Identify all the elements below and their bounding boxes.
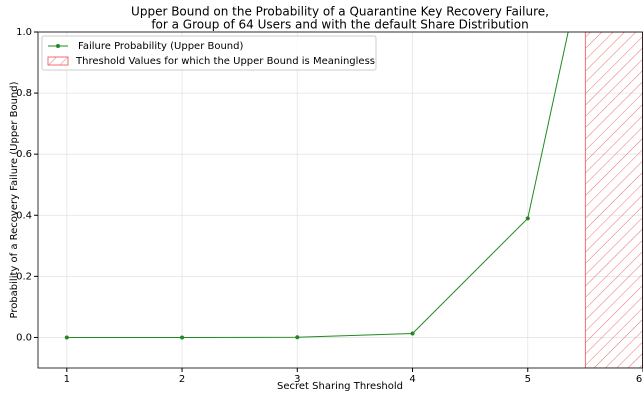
series-line (66, 32, 569, 338)
x-tick-label: 2 (179, 374, 185, 385)
x-axis-label: Secret Sharing Threshold (277, 381, 403, 392)
y-tick-label: 0.2 (16, 271, 32, 282)
legend-label: Failure Probability (Upper Bound) (78, 41, 243, 52)
chart-subtitle: for a Group of 64 Users and with the def… (151, 18, 528, 32)
data-point (295, 335, 300, 340)
legend-box (41, 35, 377, 71)
x-tick-label: 6 (636, 374, 642, 385)
x-tick-label: 3 (294, 374, 300, 385)
plot-frame (37, 31, 643, 369)
data-point (410, 331, 415, 336)
chart-title: Upper Bound on the Probability of a Quar… (131, 5, 549, 19)
y-axis-label: Probability of a Recovery Failure (Upper… (9, 81, 20, 318)
hatched-span (584, 32, 643, 368)
x-tick-label: 4 (409, 374, 415, 385)
legend: Failure Probability (Upper Bound) Thresho… (41, 35, 377, 71)
legend-marker (56, 44, 60, 48)
data-point (525, 216, 530, 221)
data-point (180, 335, 185, 340)
legend-swatch (47, 56, 69, 66)
y-tick-label: 0.0 (16, 332, 32, 343)
legend-label: Threshold Values for which the Upper Bou… (75, 56, 375, 67)
plot-area (64, 32, 643, 368)
y-tick-label: 1.0 (16, 27, 32, 38)
data-point (64, 335, 69, 340)
x-tick-label: 5 (525, 374, 531, 385)
y-tick-label: 0.4 (16, 210, 32, 221)
y-tick-label: 0.6 (16, 149, 32, 160)
x-tick-label: 1 (64, 374, 70, 385)
grid (38, 31, 643, 368)
y-tick-label: 0.8 (16, 88, 32, 99)
